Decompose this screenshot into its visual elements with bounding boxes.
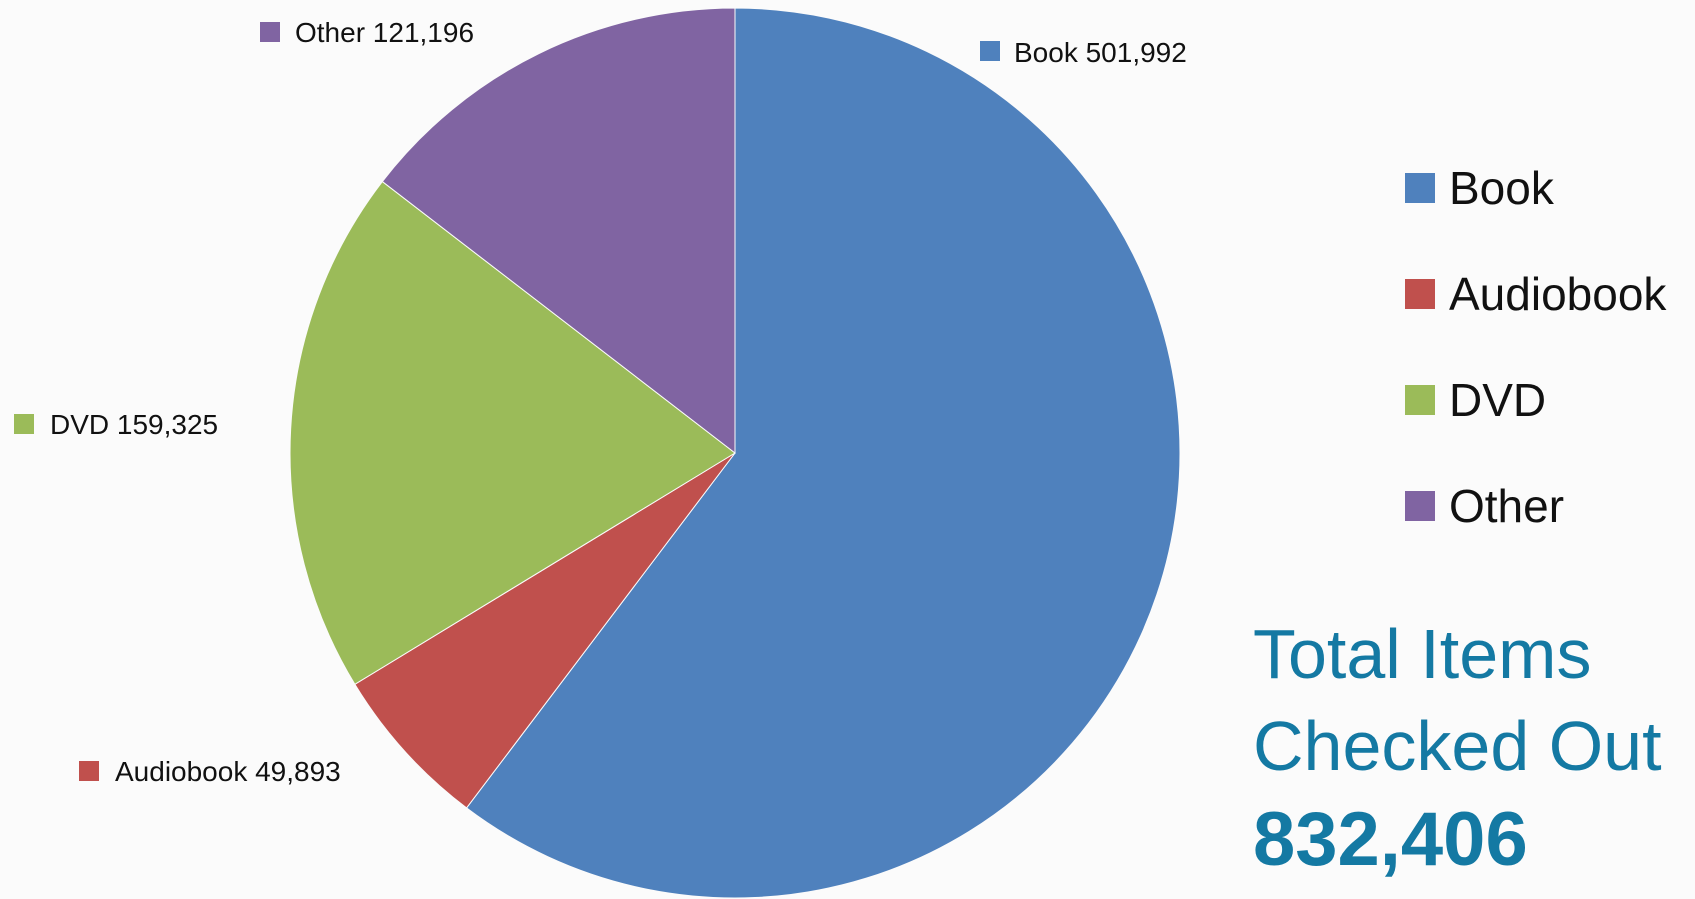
total-heading-line2: Checked Out	[1253, 707, 1662, 785]
legend-label-other: Other	[1449, 480, 1565, 532]
legend-item-dvd[interactable]: DVD	[1405, 347, 1690, 453]
pie-slice-other[interactable]	[381, 7, 736, 455]
legend-item-other[interactable]: Other	[1405, 453, 1690, 559]
legend-item-audiobook[interactable]: Audiobook	[1405, 241, 1690, 347]
legend-label-dvd: DVD	[1449, 374, 1547, 426]
legend-label-book: Book	[1449, 162, 1554, 214]
legend-swatch-book	[1405, 173, 1435, 203]
data-label-other: Other 121,196	[295, 17, 474, 48]
pie-slices	[289, 7, 1181, 899]
total-heading-line1: Total Items	[1253, 615, 1592, 693]
data-label-dvd: DVD 159,325	[50, 409, 218, 440]
data-label-audiobook: Audiobook 49,893	[115, 756, 341, 787]
data-label-swatch-book	[980, 41, 1000, 61]
data-label-swatch-audiobook	[79, 761, 99, 781]
legend-item-book[interactable]: Book	[1405, 135, 1690, 241]
data-label-swatch-other	[260, 22, 280, 42]
total-value: 832,406	[1253, 797, 1528, 882]
data-label-swatch-dvd	[14, 414, 34, 434]
pie-slice-audiobook[interactable]	[354, 452, 736, 809]
total-summary: Total Items Checked Out 832,406	[1253, 608, 1683, 888]
legend-swatch-audiobook	[1405, 279, 1435, 309]
data-label-book: Book 501,992	[1014, 37, 1187, 68]
legend: Book Audiobook DVD Other	[1405, 135, 1690, 559]
pie-slice-book[interactable]	[465, 7, 1181, 899]
data-labels: Book 501,992 Audiobook 49,893 DVD 159,325 O…	[14, 17, 1187, 787]
pie-slice-dvd[interactable]	[289, 180, 736, 686]
legend-swatch-other	[1405, 491, 1435, 521]
legend-swatch-dvd	[1405, 385, 1435, 415]
legend-label-audiobook: Audiobook	[1449, 268, 1667, 320]
